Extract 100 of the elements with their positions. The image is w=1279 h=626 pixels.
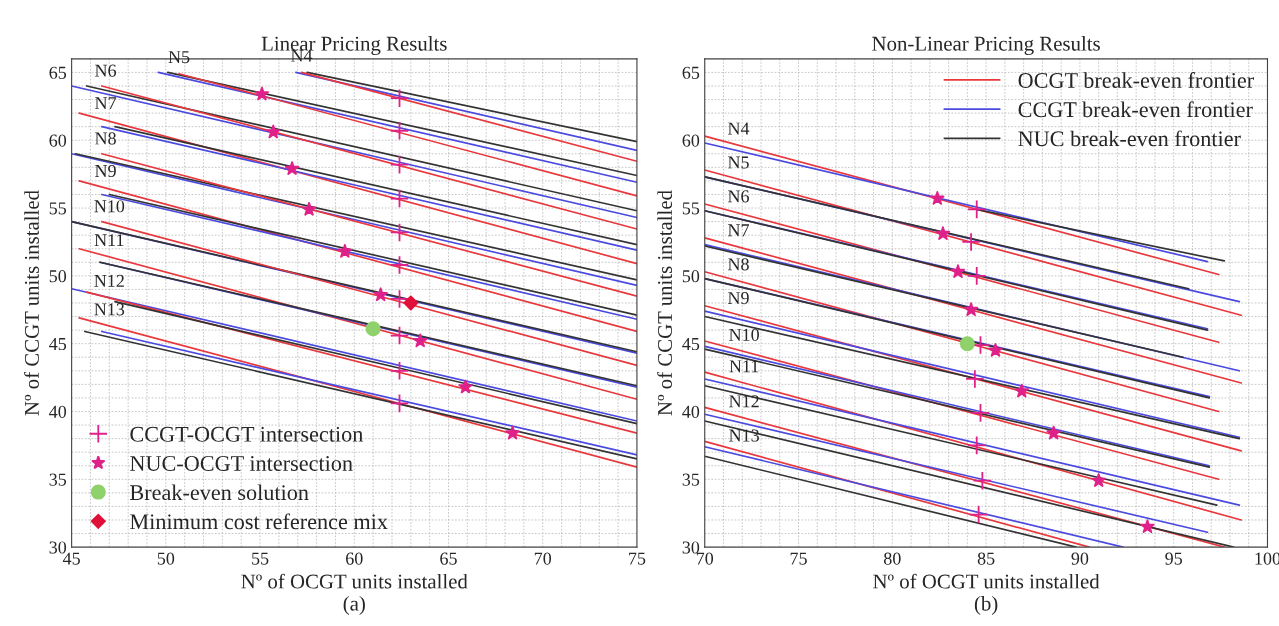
y-axis-title: Nº of CCGT units installed: [657, 190, 673, 416]
annotation: N7: [95, 97, 117, 110]
annotation: N10: [729, 328, 759, 341]
annotation: N6: [727, 190, 749, 203]
point: [389, 289, 410, 309]
annotation: N5: [727, 156, 749, 169]
point: [254, 86, 270, 101]
point: [1140, 519, 1155, 534]
point: [389, 255, 410, 275]
point: [301, 201, 317, 216]
annotation: N13: [729, 429, 759, 442]
point: [967, 435, 987, 456]
y-tick-label: 35: [49, 473, 67, 486]
point: [389, 325, 410, 346]
y-tick-label: 55: [49, 202, 67, 215]
legend-label: OCGT break-even frontier: [1018, 72, 1254, 88]
x-axis-title: Nº of OCGT units installed: [241, 573, 468, 589]
point: [505, 425, 520, 440]
legend-label: Break-even solution: [130, 484, 309, 501]
annotation: N8: [95, 132, 116, 145]
point: [1046, 425, 1061, 440]
point: [963, 302, 979, 317]
y-tick-label: 40: [49, 405, 67, 418]
legend-label: CCGT break-even frontier: [1018, 101, 1253, 118]
annotation: N12: [94, 274, 124, 287]
y-tick-label: 50: [682, 270, 700, 283]
annotation: N11: [729, 360, 759, 373]
y-tick-label: 60: [682, 134, 700, 147]
y-tick-label: 45: [49, 338, 67, 351]
annotation: N9: [95, 164, 116, 178]
point: [970, 403, 991, 423]
legend-label: NUC break-even frontier: [1018, 130, 1241, 147]
annotation: N13: [94, 303, 125, 316]
y-axis-title: Nº of CCGT units installed: [24, 190, 39, 416]
point: [373, 287, 388, 302]
point: [968, 504, 989, 525]
x-tick-label: 75: [629, 552, 646, 565]
point: [389, 188, 410, 209]
text: (a): [343, 596, 365, 615]
point: [389, 393, 410, 414]
annotation: N7: [727, 224, 750, 237]
x-tick-label: 60: [346, 552, 363, 565]
x-tick-label: 85: [977, 552, 995, 565]
legend-label: Minimum cost reference mix: [130, 513, 388, 530]
point: [967, 266, 987, 286]
y-tick-label: 40: [682, 405, 700, 418]
x-tick-label: 70: [534, 552, 552, 565]
point: [413, 333, 428, 348]
y-tick-label: 45: [682, 338, 700, 351]
point: [950, 264, 966, 279]
text: (b): [974, 596, 998, 615]
point: [266, 124, 281, 139]
point: [988, 342, 1003, 357]
chart-title: Non-Linear Pricing Results: [872, 36, 1100, 56]
point: [389, 88, 410, 108]
point: [389, 361, 410, 381]
point: [389, 222, 410, 243]
y-tick-label: 50: [49, 270, 67, 283]
annotation: N8: [727, 258, 749, 271]
legend-label: NUC-OCGT intersection: [130, 455, 353, 471]
y-tick-label: 65: [49, 66, 67, 79]
x-tick-label: 55: [252, 552, 269, 565]
y-tick-label: 65: [682, 66, 700, 79]
legend-label: CCGT-OCGT intersection: [130, 426, 364, 442]
point: [1014, 383, 1029, 398]
y-tick-label: 35: [682, 473, 700, 486]
annotation: N6: [95, 64, 117, 77]
y-tick-label: 60: [49, 134, 67, 147]
point: [930, 191, 945, 205]
y-tick-label: 55: [682, 202, 700, 215]
point: [389, 154, 410, 175]
annotation: N4: [727, 122, 750, 135]
point: [1091, 473, 1106, 487]
y-tick-label: 30: [682, 541, 700, 554]
point: [935, 226, 951, 241]
x-tick-label: 45: [62, 552, 80, 565]
annotation: N12: [729, 395, 759, 408]
annotation: N11: [94, 234, 124, 247]
x-tick-label: 90: [1071, 552, 1089, 565]
point: [972, 470, 993, 491]
annotation: N9: [727, 292, 749, 305]
point: [965, 369, 985, 389]
y-tick-label: 30: [49, 541, 67, 554]
point: [337, 243, 353, 258]
point: [389, 121, 410, 141]
x-tick-label: 80: [883, 552, 901, 565]
x-tick-label: 65: [440, 552, 457, 565]
x-tick-label: 75: [790, 552, 807, 565]
annotation: N10: [94, 200, 125, 213]
x-tick-label: 50: [157, 552, 175, 565]
x-tick-label: 95: [1165, 552, 1183, 565]
point: [959, 336, 975, 352]
point: [284, 161, 300, 175]
point: [458, 379, 473, 394]
x-tick-label: 70: [696, 552, 714, 565]
point: [961, 232, 981, 252]
point: [403, 295, 419, 311]
point: [365, 321, 381, 337]
point: [967, 199, 987, 220]
x-axis-title: Nº of OCGT units installed: [873, 573, 1100, 589]
